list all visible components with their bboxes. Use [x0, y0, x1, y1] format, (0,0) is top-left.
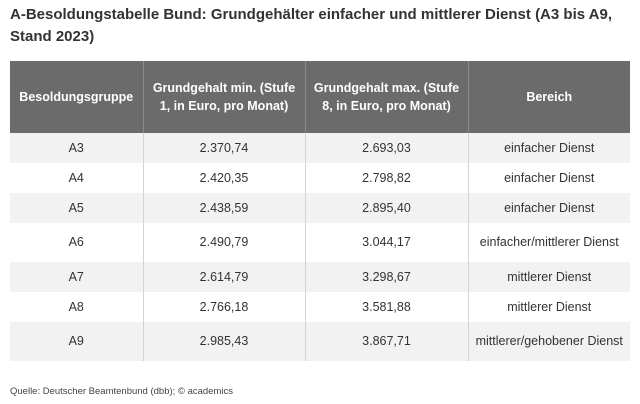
cell-grundgehalt-min: 2.420,35 [143, 163, 306, 193]
cell-grundgehalt-min: 2.985,43 [143, 322, 306, 361]
cell-grundgehalt-min: 2.370,74 [143, 133, 306, 163]
column-header-bereich: Bereich [468, 61, 630, 133]
cell-besoldungsgruppe: A7 [10, 262, 144, 292]
cell-bereich: mittlerer Dienst [468, 292, 630, 322]
table-row: A4 2.420,35 2.798,82 einfacher Dienst [10, 163, 630, 193]
table-row: A3 2.370,74 2.693,03 einfacher Dienst [10, 133, 630, 163]
table-row: A8 2.766,18 3.581,88 mittlerer Dienst [10, 292, 630, 322]
cell-grundgehalt-min: 2.614,79 [143, 262, 306, 292]
cell-grundgehalt-max: 3.044,17 [305, 223, 469, 262]
cell-bereich: einfacher Dienst [468, 133, 630, 163]
cell-besoldungsgruppe: A5 [10, 193, 144, 223]
cell-grundgehalt-max: 2.895,40 [305, 193, 469, 223]
cell-grundgehalt-min: 2.766,18 [143, 292, 306, 322]
cell-grundgehalt-max: 3.581,88 [305, 292, 469, 322]
cell-bereich: mittlerer/gehobener Dienst [468, 322, 630, 361]
cell-bereich: einfacher/mittlerer Dienst [468, 223, 630, 262]
table-row: A7 2.614,79 3.298,67 mittlerer Dienst [10, 262, 630, 292]
column-header-grundgehalt-max: Grundgehalt max. (Stufe 8, in Euro, pro … [305, 61, 469, 133]
cell-besoldungsgruppe: A8 [10, 292, 144, 322]
cell-grundgehalt-min: 2.490,79 [143, 223, 306, 262]
salary-table: Besoldungsgruppe Grundgehalt min. (Stufe… [10, 61, 630, 361]
page-title: A-Besoldungstabelle Bund: Grundgehälter … [10, 6, 613, 45]
cell-bereich: mittlerer Dienst [468, 262, 630, 292]
cell-besoldungsgruppe: A3 [10, 133, 144, 163]
table-row: A9 2.985,43 3.867,71 mittlerer/gehobener… [10, 322, 630, 361]
column-header-besoldungsgruppe: Besoldungsgruppe [10, 61, 144, 133]
cell-bereich: einfacher Dienst [468, 193, 630, 223]
cell-grundgehalt-max: 2.798,82 [305, 163, 469, 193]
cell-besoldungsgruppe: A9 [10, 322, 144, 361]
table-row: A6 2.490,79 3.044,17 einfacher/mittlerer… [10, 223, 630, 262]
table-header-row: Besoldungsgruppe Grundgehalt min. (Stufe… [10, 61, 630, 133]
cell-grundgehalt-max: 3.298,67 [305, 262, 469, 292]
column-header-grundgehalt-min: Grundgehalt min. (Stufe 1, in Euro, pro … [143, 61, 306, 133]
cell-grundgehalt-min: 2.438,59 [143, 193, 306, 223]
cell-bereich: einfacher Dienst [468, 163, 630, 193]
cell-besoldungsgruppe: A6 [10, 223, 144, 262]
cell-grundgehalt-max: 3.867,71 [305, 322, 469, 361]
table-row: A5 2.438,59 2.895,40 einfacher Dienst [10, 193, 630, 223]
source-note: Quelle: Deutscher Beamtenbund (dbb); © a… [10, 386, 233, 397]
cell-grundgehalt-max: 2.693,03 [305, 133, 469, 163]
cell-besoldungsgruppe: A4 [10, 163, 144, 193]
